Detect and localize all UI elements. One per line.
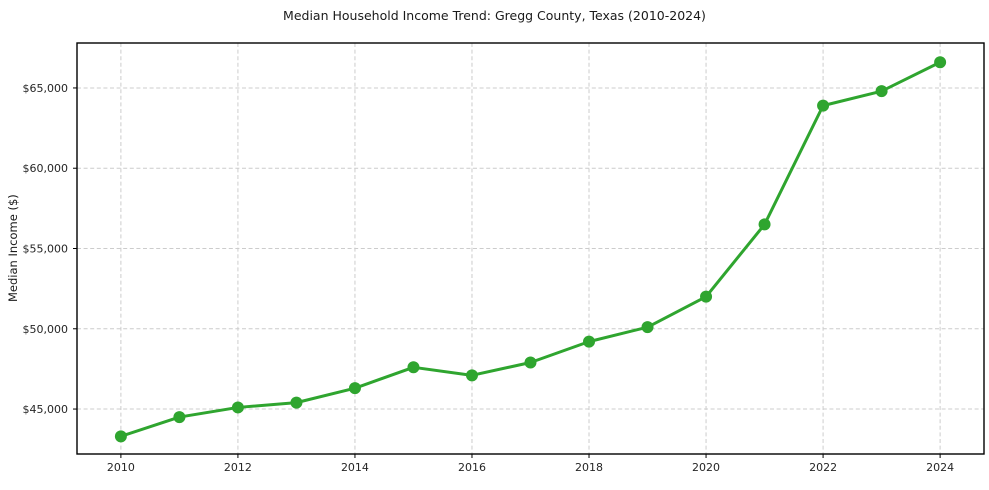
data-point-marker xyxy=(173,411,186,424)
x-tick-label: 2010 xyxy=(107,461,135,474)
data-point-marker xyxy=(758,218,771,231)
x-tick-label: 2022 xyxy=(809,461,837,474)
y-tick-label: $55,000 xyxy=(23,243,69,256)
y-tick-label: $60,000 xyxy=(23,162,69,175)
y-tick-label: $50,000 xyxy=(23,323,69,336)
data-point-marker xyxy=(875,85,888,98)
y-tick-label: $65,000 xyxy=(23,82,69,95)
plot-frame xyxy=(76,42,985,455)
data-point-marker xyxy=(407,361,420,374)
data-point-marker xyxy=(641,321,654,334)
data-point-marker xyxy=(114,430,127,443)
data-point-marker xyxy=(524,356,537,369)
x-tick-label: 2014 xyxy=(341,461,369,474)
data-point-marker xyxy=(700,290,713,303)
data-point-marker xyxy=(934,56,947,69)
data-point-marker xyxy=(465,369,478,382)
chart-title: Median Household Income Trend: Gregg Cou… xyxy=(283,8,706,23)
x-tick-label: 2018 xyxy=(575,461,603,474)
y-tick-label: $45,000 xyxy=(23,403,69,416)
x-tick-label: 2020 xyxy=(692,461,720,474)
data-point-marker xyxy=(231,401,244,414)
x-tick-label: 2016 xyxy=(458,461,486,474)
data-point-marker xyxy=(348,382,361,395)
x-tick-label: 2012 xyxy=(224,461,252,474)
data-point-marker xyxy=(583,335,596,348)
x-tick-label: 2024 xyxy=(926,461,954,474)
income-trend-line xyxy=(119,60,942,438)
data-point-marker xyxy=(817,99,830,112)
data-point-marker xyxy=(290,396,303,409)
